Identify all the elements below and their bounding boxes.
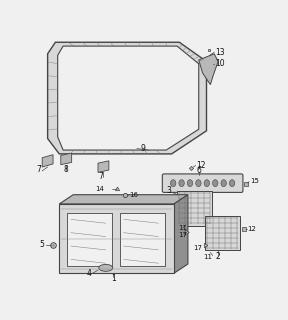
- Text: 11: 11: [204, 254, 213, 260]
- Polygon shape: [48, 42, 206, 154]
- Ellipse shape: [229, 180, 235, 187]
- Text: 13: 13: [215, 48, 225, 57]
- Text: 6: 6: [196, 166, 201, 175]
- Bar: [205, 215, 240, 250]
- Polygon shape: [61, 153, 72, 165]
- Text: 10: 10: [215, 59, 225, 68]
- Text: 8: 8: [63, 165, 68, 174]
- Text: 3: 3: [167, 186, 172, 195]
- Text: 2: 2: [216, 252, 221, 261]
- Ellipse shape: [99, 264, 113, 271]
- Ellipse shape: [221, 180, 226, 187]
- Text: 9: 9: [141, 144, 145, 153]
- FancyBboxPatch shape: [162, 174, 243, 192]
- Text: 4: 4: [86, 269, 91, 278]
- Bar: [67, 213, 112, 266]
- Polygon shape: [199, 54, 218, 84]
- Ellipse shape: [179, 180, 184, 187]
- Text: 7: 7: [36, 165, 41, 174]
- Ellipse shape: [170, 180, 176, 187]
- Text: 12: 12: [196, 161, 206, 170]
- Ellipse shape: [213, 180, 218, 187]
- Text: 14: 14: [95, 186, 104, 192]
- Ellipse shape: [204, 180, 210, 187]
- Text: 16: 16: [129, 192, 138, 198]
- Text: 7: 7: [98, 172, 103, 181]
- Bar: [177, 191, 212, 226]
- Polygon shape: [42, 155, 53, 167]
- Ellipse shape: [196, 180, 201, 187]
- Text: 17: 17: [194, 245, 203, 251]
- Bar: [120, 213, 165, 266]
- Text: 11: 11: [178, 225, 187, 231]
- Text: 5: 5: [39, 240, 44, 249]
- Polygon shape: [98, 161, 109, 172]
- Bar: [59, 204, 174, 273]
- Text: 1: 1: [111, 274, 116, 283]
- Text: 15: 15: [250, 178, 259, 184]
- Polygon shape: [58, 46, 199, 150]
- Ellipse shape: [187, 180, 193, 187]
- Polygon shape: [59, 195, 188, 204]
- Text: 17: 17: [178, 232, 187, 238]
- Text: 12: 12: [248, 226, 256, 232]
- Polygon shape: [174, 195, 188, 273]
